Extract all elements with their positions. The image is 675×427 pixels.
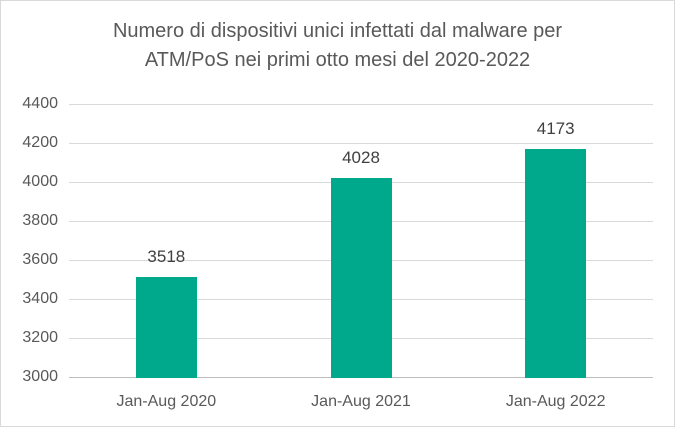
bar <box>525 149 587 378</box>
bar-value-label: 3518 <box>147 247 186 266</box>
gridline <box>69 104 653 105</box>
y-axis-tick-label: 3200 <box>22 329 58 346</box>
bar-value-label: 4173 <box>536 119 575 139</box>
y-axis-tick-label: 3000 <box>22 368 58 385</box>
y-axis-tick-label: 4200 <box>22 134 58 151</box>
x-axis-tick-label: Jan-Aug 2021 <box>311 393 411 410</box>
y-axis-tick-label: 3600 <box>22 251 58 268</box>
y-axis-tick-label: 3400 <box>22 290 58 307</box>
plot-area: 3000 3200 3400 3600 3800 4000 4200 4400 3518 Jan-… <box>22 95 653 410</box>
y-axis-tick-label: 3800 <box>22 212 58 229</box>
chart-title-line-2: ATM/PoS nei primi otto mesi del 2020-202… <box>144 49 531 71</box>
bar <box>330 177 392 378</box>
chart-title: Numero di dispositivi unici infettati da… <box>1 17 674 75</box>
y-axis-tick-label: 4400 <box>22 95 58 112</box>
y-axis-tick-label: 4000 <box>22 173 58 190</box>
chart-title-line-1: Numero di dispositivi unici infettati da… <box>112 20 563 42</box>
x-axis-tick-label: Jan-Aug 2022 <box>505 393 606 410</box>
bar-value-label: 4028 <box>342 147 380 167</box>
gridline <box>69 143 653 144</box>
bar <box>135 277 197 378</box>
x-axis-tick-label: Jan-Aug 2020 <box>116 393 217 410</box>
